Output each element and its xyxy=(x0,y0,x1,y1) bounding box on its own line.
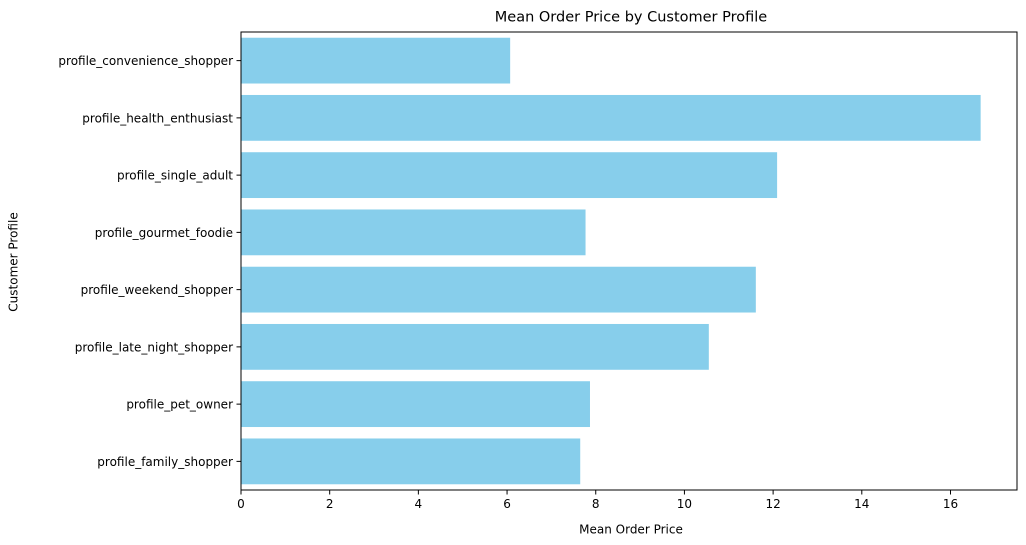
y-tick-label: profile_single_adult xyxy=(117,169,233,183)
bar-profile-weekend-shopper xyxy=(241,266,756,313)
bar-profile-health-enthusiast xyxy=(241,94,981,141)
x-tick-label: 0 xyxy=(237,497,245,511)
bars-layer xyxy=(241,37,981,485)
x-axis-label: Mean Order Price xyxy=(579,523,683,537)
x-tick-label: 14 xyxy=(854,497,869,511)
x-tick-label: 16 xyxy=(943,497,958,511)
x-tick-label: 6 xyxy=(503,497,511,511)
bar-profile-pet-owner xyxy=(241,381,590,428)
y-tick-label: profile_family_shopper xyxy=(97,455,233,469)
x-tick-label: 4 xyxy=(415,497,423,511)
x-tick-label: 12 xyxy=(765,497,780,511)
bar-profile-gourmet-foodie xyxy=(241,209,586,256)
plot-frame xyxy=(240,31,1018,491)
bar-profile-single-adult xyxy=(241,152,778,199)
y-tick-label: profile_health_enthusiast xyxy=(82,111,233,125)
bar-profile-late-night-shopper xyxy=(241,323,709,370)
bar-profile-family-shopper xyxy=(241,438,581,485)
y-tick-label: profile_weekend_shopper xyxy=(81,283,233,297)
y-tick-label: profile_pet_owner xyxy=(126,398,233,412)
y-axis-label: Customer Profile xyxy=(7,212,21,311)
y-tick-label: profile_late_night_shopper xyxy=(75,340,233,354)
x-tick-label: 2 xyxy=(326,497,334,511)
y-tick-label: profile_gourmet_foodie xyxy=(95,226,233,240)
chart-title: Mean Order Price by Customer Profile xyxy=(495,10,768,26)
x-tick-label: 8 xyxy=(592,497,600,511)
x-tick-label: 10 xyxy=(677,497,692,511)
bar-profile-convenience-shopper xyxy=(241,37,511,84)
y-tick-label: profile_convenience_shopper xyxy=(58,54,233,68)
axes-layer: profile_convenience_shopper profile_healt… xyxy=(58,31,1018,511)
